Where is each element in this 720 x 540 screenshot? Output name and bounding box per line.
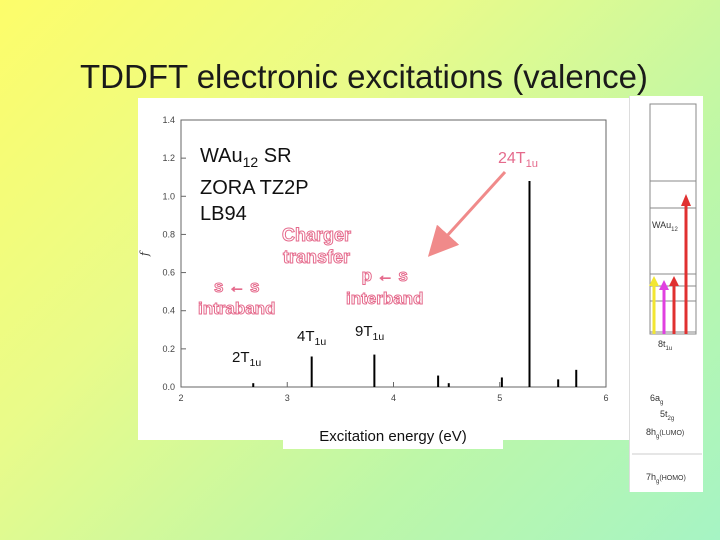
mo-label-t1u: 8t1u bbox=[658, 339, 672, 352]
charge-transfer-label: Charger transfer bbox=[281, 225, 352, 268]
x-axis-label: Excitation energy (eV) bbox=[283, 423, 503, 449]
y-tick-label: 1.2 bbox=[162, 153, 175, 163]
mo-arrowhead bbox=[649, 276, 659, 286]
mo-label-wau: WAu12 bbox=[652, 220, 679, 233]
mo-arrowhead bbox=[681, 194, 691, 206]
mo-arrowhead bbox=[669, 276, 679, 286]
method-label: WAu12 SR ZORA TZ2P LB94 bbox=[200, 145, 309, 225]
mo-label-homo: 7hg(HOMO) bbox=[646, 472, 686, 485]
peak-label-9t1u: 9T1u bbox=[355, 323, 385, 343]
spectrum-chart: 0.0 0.2 0.4 0.6 0.8 1.0 1.2 1.4 2 3 4 5 6 f bbox=[138, 115, 609, 403]
x-tick-label: 4 bbox=[391, 393, 396, 403]
mo-arrowhead bbox=[659, 280, 669, 290]
y-tick-label: 0.8 bbox=[162, 229, 175, 239]
mo-diagram-panel: WAu12 8t1u 6ag 5t2g 8hg(LUMO) 7hg(HOMO) bbox=[629, 96, 703, 492]
y-tick-label: 0.2 bbox=[162, 344, 175, 354]
slide-title: TDDFT electronic excitations (valence) bbox=[80, 58, 648, 95]
y-tick-label: 0.0 bbox=[162, 382, 175, 392]
mo-label-t2g: 5t2g bbox=[660, 409, 674, 422]
mo-label-ag: 6ag bbox=[650, 393, 663, 406]
peak-label-24t1u: 24T1u bbox=[498, 150, 539, 171]
x-tick-label: 5 bbox=[497, 393, 502, 403]
ss-transition-label: s ← s intraband bbox=[197, 277, 276, 319]
peak-label-2t1u: 2T1u bbox=[232, 349, 262, 369]
y-tick-label: 1.0 bbox=[162, 191, 175, 201]
y-tick-label: 1.4 bbox=[162, 115, 175, 125]
y-tick-label: 0.4 bbox=[162, 306, 175, 316]
x-tick-label: 6 bbox=[603, 393, 608, 403]
figure-panel: 0.0 0.2 0.4 0.6 0.8 1.0 1.2 1.4 2 3 4 5 6 f bbox=[138, 98, 648, 440]
x-tick-label: 3 bbox=[285, 393, 290, 403]
x-tick-label: 2 bbox=[178, 393, 183, 403]
peak-label-4t1u: 4T1u bbox=[297, 328, 327, 348]
ps-transition-label: p ← s interband bbox=[345, 266, 424, 309]
y-tick-label: 0.6 bbox=[162, 268, 175, 278]
y-axis-label: f bbox=[138, 250, 151, 257]
mo-label-lumo: 8hg(LUMO) bbox=[646, 427, 684, 440]
